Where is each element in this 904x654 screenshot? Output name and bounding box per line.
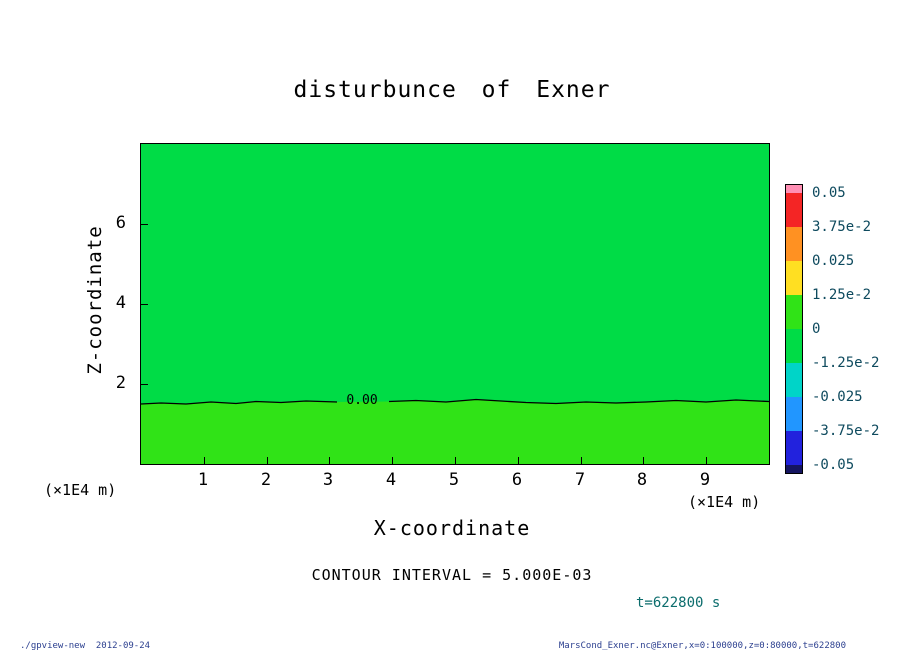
x-tickmark <box>267 457 268 464</box>
colorbar-label: 1.25e-2 <box>812 287 872 303</box>
y-tick-label: 6 <box>115 213 126 233</box>
y-tickmark <box>141 304 148 305</box>
x-tickmark <box>392 457 393 464</box>
colorbar-segment <box>786 397 802 431</box>
zero-contour-line-right <box>388 398 769 405</box>
colorbar-segment <box>786 261 802 295</box>
y-tickmark <box>141 224 148 225</box>
colorbar-segment <box>786 295 802 329</box>
y-tick-label: 4 <box>115 293 126 313</box>
x-tickmark <box>455 457 456 464</box>
colorbar-label: -0.025 <box>812 389 863 405</box>
x-tick-label: 8 <box>636 470 648 490</box>
x-tick-label: 7 <box>574 470 586 490</box>
x-tickmark <box>204 457 205 464</box>
colorbar-label: -3.75e-2 <box>812 423 880 439</box>
y-tick-label: 2 <box>115 373 126 393</box>
x-tick-label: 3 <box>322 470 334 490</box>
colorbar-label: 0 <box>812 321 821 337</box>
y-axis-label: Z-coordinate <box>84 225 106 375</box>
colorbar-segment <box>786 185 802 193</box>
x-tickmark <box>643 457 644 464</box>
x-tickmark <box>518 457 519 464</box>
colorbar-segment <box>786 465 802 473</box>
below-zero-shading <box>141 399 769 464</box>
x-tick-label: 2 <box>260 470 272 490</box>
colorbar-segment <box>786 193 802 227</box>
x-tick-label: 6 <box>511 470 523 490</box>
plot-area <box>140 143 770 465</box>
colorbar-label: -0.05 <box>812 457 855 473</box>
contour-interval-note: CONTOUR INTERVAL = 5.000E-03 <box>311 566 593 584</box>
colorbar-label: 0.025 <box>812 253 855 269</box>
x-tick-label: 9 <box>699 470 711 490</box>
colorbar-segment <box>786 363 802 397</box>
command-footer: ./gpview-new 2012-09-24 <box>20 641 151 651</box>
colorbar-label: 0.05 <box>812 185 846 201</box>
colorbar <box>785 184 803 474</box>
colorbar-label: -1.25e-2 <box>812 355 880 371</box>
time-annotation: t=622800 s <box>636 595 721 611</box>
colorbar-segment <box>786 227 802 261</box>
x-tickmark <box>329 457 330 464</box>
x-tick-label: 1 <box>197 470 209 490</box>
y-tickmark <box>141 384 148 385</box>
colorbar-segment <box>786 431 802 465</box>
x-tickmark <box>581 457 582 464</box>
x-tick-label: 5 <box>448 470 460 490</box>
colorbar-segment <box>786 329 802 363</box>
contour-layer <box>141 398 769 464</box>
page-title: disturbunce of Exner <box>293 77 611 103</box>
x-axis-unit: (×1E4 m) <box>688 493 761 511</box>
x-tick-label: 4 <box>385 470 397 490</box>
x-tickmark <box>706 457 707 464</box>
dataset-footer: MarsCond_Exner.nc@Exner,x=0:100000,z=0:8… <box>558 641 846 651</box>
x-axis-label: X-coordinate <box>373 516 531 540</box>
y-axis-unit: (×1E4 m) <box>44 481 117 499</box>
colorbar-label: 3.75e-2 <box>812 219 872 235</box>
zero-contour-line-left <box>141 400 338 405</box>
contour-value-label: 0.00 <box>346 393 378 408</box>
